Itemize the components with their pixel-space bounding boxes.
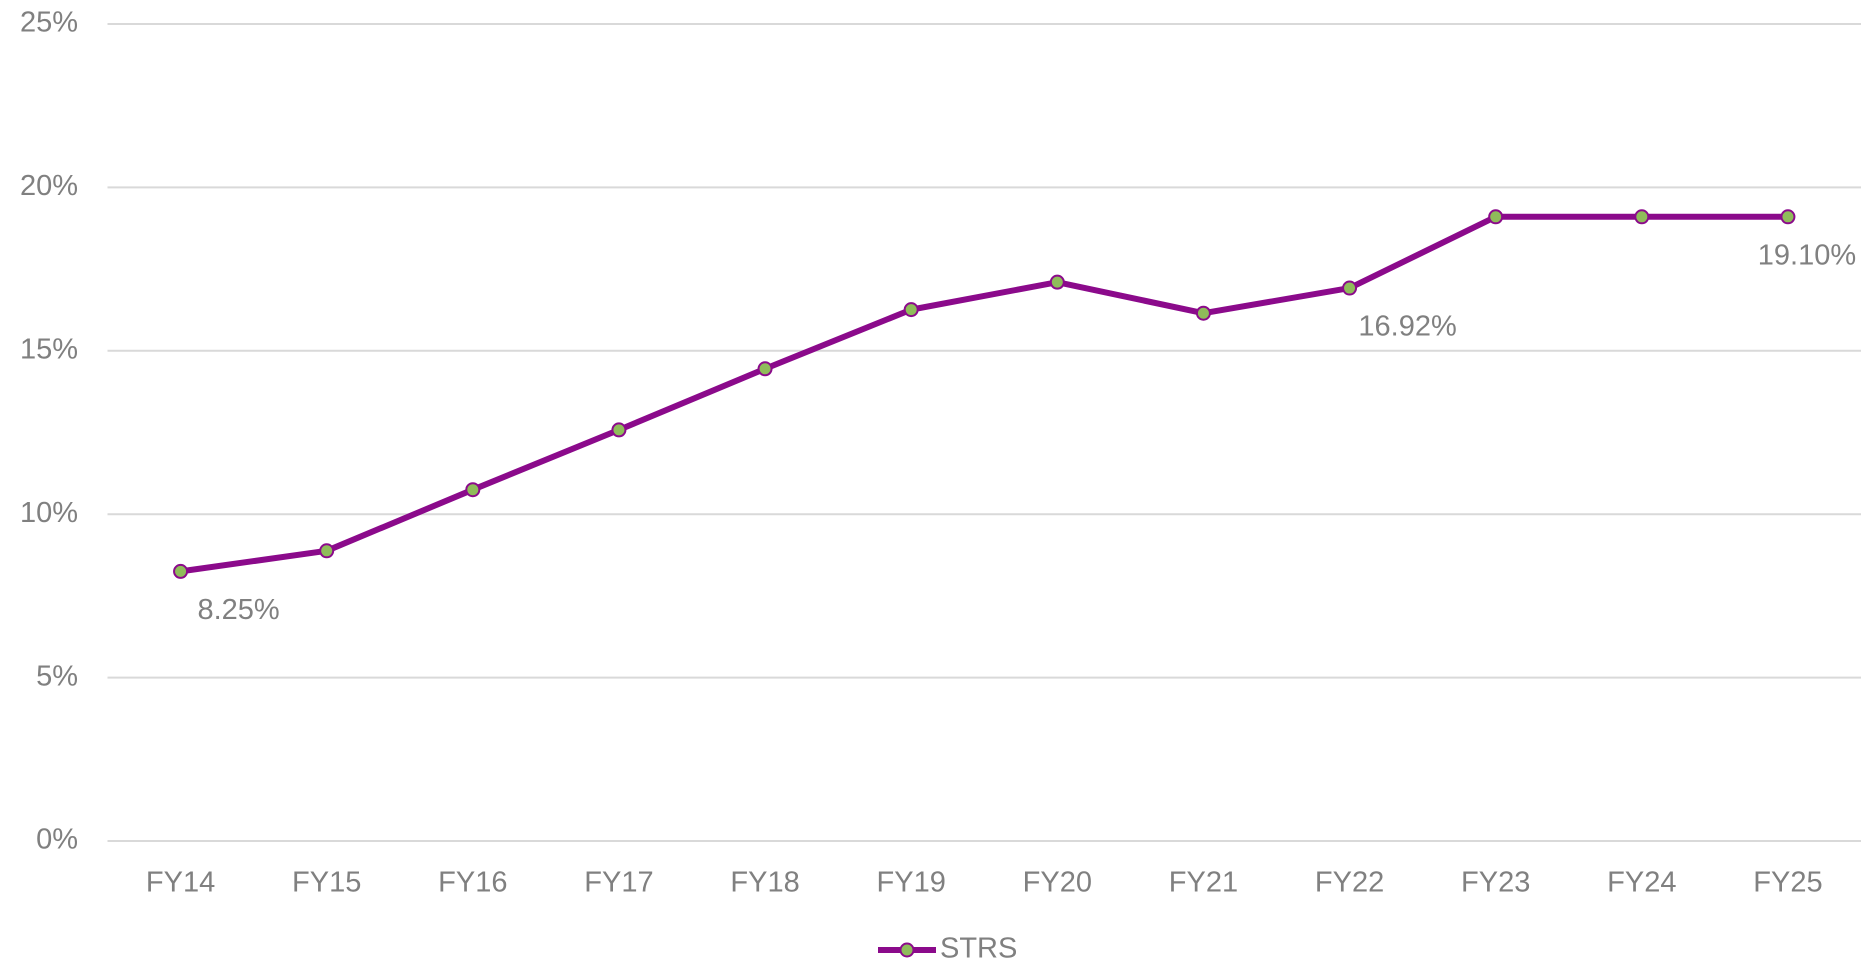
series-line bbox=[180, 213, 1788, 575]
x-tick-label: FY25 bbox=[1753, 867, 1822, 899]
data-label: 8.25% bbox=[197, 594, 279, 626]
y-tick-label: 10% bbox=[20, 497, 78, 529]
data-point bbox=[319, 543, 335, 559]
x-tick-label: FY20 bbox=[1023, 867, 1092, 899]
x-tick-label: FY23 bbox=[1461, 867, 1530, 899]
data-point bbox=[465, 482, 481, 498]
y-tick-label: 5% bbox=[36, 660, 78, 692]
y-tick-label: 0% bbox=[36, 824, 78, 856]
data-label: 16.92% bbox=[1358, 311, 1456, 343]
x-tick-label: FY17 bbox=[584, 867, 653, 899]
data-point bbox=[903, 302, 919, 318]
data-point bbox=[1780, 209, 1796, 225]
data-point bbox=[1488, 209, 1504, 225]
y-tick-label: 15% bbox=[20, 333, 78, 365]
x-tick-label: FY21 bbox=[1169, 867, 1238, 899]
y-tick-label: 25% bbox=[20, 7, 78, 39]
data-point bbox=[173, 563, 189, 579]
legend-label: STRS bbox=[940, 933, 1017, 965]
data-point bbox=[1195, 305, 1211, 321]
data-label: 19.10% bbox=[1758, 239, 1856, 271]
x-tick-label: FY22 bbox=[1315, 867, 1384, 899]
x-tick-label: FY24 bbox=[1607, 867, 1676, 899]
data-point bbox=[1049, 274, 1065, 290]
legend-marker bbox=[899, 942, 915, 958]
y-tick-label: 20% bbox=[20, 170, 78, 202]
data-point bbox=[1342, 280, 1358, 296]
x-tick-label: FY15 bbox=[292, 867, 361, 899]
data-point bbox=[611, 422, 627, 438]
data-point bbox=[757, 361, 773, 377]
x-tick-label: FY14 bbox=[146, 867, 215, 899]
x-tick-label: FY16 bbox=[438, 867, 507, 899]
x-tick-label: FY18 bbox=[730, 867, 799, 899]
x-tick-label: FY19 bbox=[877, 867, 946, 899]
data-point bbox=[1634, 209, 1650, 225]
